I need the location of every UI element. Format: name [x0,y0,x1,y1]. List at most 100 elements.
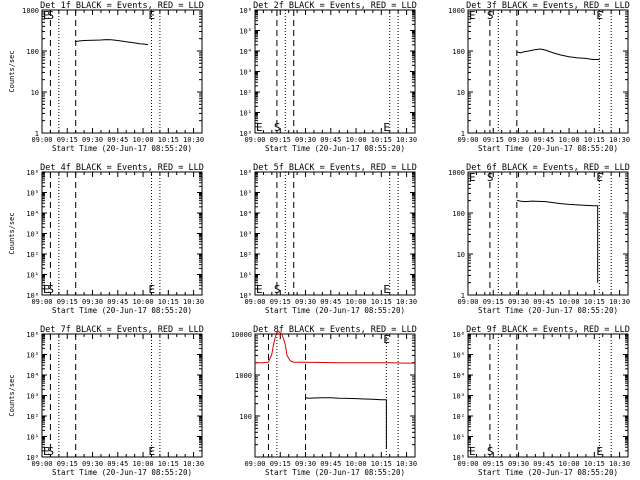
y-tick-label: 10³ [26,393,39,401]
y-tick-label: 10000 [231,331,252,339]
chart-title: Det 2f BLACK = Events, RED = LLD [253,1,417,11]
event-marker-label: E [383,121,390,134]
plot-frame [41,171,203,296]
x-tick-label: 09:30 [295,460,316,468]
chart-title: Det 7f BLACK = Events, RED = LLD [40,325,204,335]
event-marker-label: E [256,121,263,134]
event-marker-label: E [43,283,50,296]
x-tick-label: 09:45 [533,460,554,468]
event-marker-label: S [487,171,494,184]
x-tick-label: 09:45 [320,298,341,306]
chart-title: Det 3f BLACK = Events, RED = LLD [466,1,630,11]
event-marker-label: S [47,283,54,296]
y-tick-label: 10³ [452,393,465,401]
x-tick-label: 09:30 [508,298,529,306]
x-tick-label: 10:15 [584,298,605,306]
event-marker-label: E [148,9,155,22]
plot-frame [41,333,203,458]
y-tick-label: 10⁶ [239,169,252,177]
y-tick-label: 10² [26,251,39,259]
x-tick-label: 09:30 [295,298,316,306]
event-marker-label: S [487,445,494,458]
x-tick-label: 09:00 [244,298,265,306]
x-tick-label: 10:30 [183,460,204,468]
y-tick-label: 100 [452,48,465,56]
y-tick-label: 10⁰ [26,292,39,300]
x-axis-label: Start Time (20-Jun-17 08:55:20) [265,306,405,315]
x-tick-label: 09:00 [31,136,52,144]
y-tick-label: 1 [461,292,465,300]
y-tick-label: 10⁵ [26,190,39,198]
y-tick-label: 1000 [235,372,252,380]
events-series-line [516,199,599,283]
y-tick-label: 10¹ [26,272,39,280]
x-tick-label: 10:00 [133,136,154,144]
y-tick-label: 10⁰ [452,454,465,462]
x-axis-label: Start Time (20-Jun-17 08:55:20) [265,468,405,477]
x-tick-label: 10:30 [609,460,630,468]
y-tick-label: 100 [26,48,39,56]
events-series-line [305,397,387,449]
plot-frame [254,9,416,134]
y-tick-label: 10⁴ [26,210,39,218]
event-marker-label: E [469,445,476,458]
y-tick-label: 10⁰ [239,130,252,138]
x-tick-label: 09:00 [31,460,52,468]
x-tick-label: 09:45 [533,136,554,144]
event-marker-label: E [148,445,155,458]
detector-panel: Det 7f BLACK = Events, RED = LLD Counts/s… [8,325,204,477]
x-tick-label: 10:15 [584,136,605,144]
x-tick-label: 09:45 [320,136,341,144]
x-tick-label: 10:15 [158,460,179,468]
x-tick-label: 10:15 [584,460,605,468]
x-tick-label: 09:45 [533,298,554,306]
event-marker-label: S [47,445,54,458]
chart-title: Det 6f BLACK = Events, RED = LLD [466,163,630,173]
x-axis-label: Start Time (20-Jun-17 08:55:20) [52,468,192,477]
y-tick-label: 1000 [22,7,39,15]
y-tick-label: 10¹ [452,434,465,442]
x-tick-label: 09:15 [483,136,504,144]
event-marker-label: E [383,283,390,296]
x-tick-label: 10:15 [158,136,179,144]
chart-title: Det 1f BLACK = Events, RED = LLD [40,1,204,11]
x-tick-label: 09:15 [57,460,78,468]
x-tick-label: 09:00 [244,136,265,144]
y-tick-label: 10³ [239,231,252,239]
y-tick-label: 10⁴ [452,372,465,380]
x-tick-label: 10:00 [346,136,367,144]
x-axis-label: Start Time (20-Jun-17 08:55:20) [52,306,192,315]
x-tick-label: 09:45 [107,460,128,468]
y-tick-label: 10⁶ [452,331,465,339]
lld-series-line [255,330,415,364]
detector-panel: Det 1f BLACK = Events, RED = LLD Counts/s… [8,1,204,153]
y-axis-label: Counts/sec [8,212,16,254]
x-tick-label: 10:00 [559,298,580,306]
x-tick-label: 09:30 [82,298,103,306]
y-tick-label: 10⁴ [26,372,39,380]
y-tick-label: 10⁵ [26,352,39,360]
plot-frame [467,171,629,296]
x-tick-label: 09:00 [457,460,478,468]
x-tick-label: 09:15 [270,460,291,468]
y-tick-label: 10¹ [239,272,252,280]
x-tick-label: 09:15 [483,460,504,468]
event-marker-label: E [596,171,603,184]
event-marker-label: E [596,445,603,458]
event-marker-label: E [469,171,476,184]
plot-frame [467,333,629,458]
event-marker-label: E [469,9,476,22]
x-axis-label: Start Time (20-Jun-17 08:55:20) [265,144,405,153]
event-marker-label: S [274,283,281,296]
x-tick-label: 09:45 [107,136,128,144]
x-axis-label: Start Time (20-Jun-17 08:55:20) [478,468,618,477]
x-tick-label: 09:15 [270,298,291,306]
y-axis-label: Counts/sec [8,50,16,92]
y-tick-label: 100 [239,413,252,421]
y-tick-label: 10⁴ [239,210,252,218]
detector-panel: Det 4f BLACK = Events, RED = LLD Counts/s… [8,163,204,315]
x-tick-label: 09:30 [295,136,316,144]
x-tick-label: 09:15 [57,298,78,306]
y-tick-label: 10¹ [26,434,39,442]
